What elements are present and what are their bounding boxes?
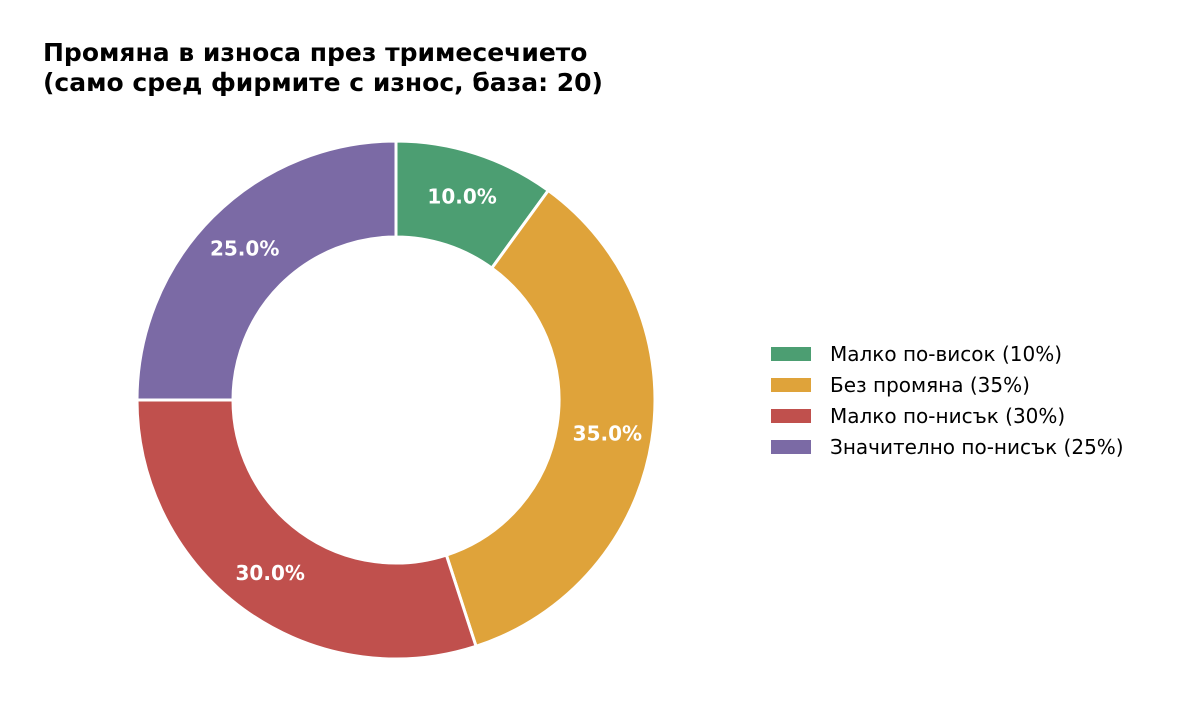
legend-swatch	[771, 439, 811, 454]
slice-value-label-3: 30.0%	[236, 561, 305, 585]
legend-item-1[interactable]: Малко по-висок (10%)	[771, 338, 1171, 369]
chart-legend: Малко по-висок (10%) Без промяна (35%) Мал…	[771, 338, 1171, 462]
slice-value-label-2: 35.0%	[573, 421, 642, 445]
chart-title-line-1: Промяна в износа през тримесечието	[43, 38, 588, 67]
donut-slice-3[interactable]	[135, 398, 478, 661]
legend-item-2[interactable]: Без промяна (35%)	[771, 369, 1171, 400]
donut-slice-4[interactable]	[135, 139, 398, 402]
legend-label: Малко по-нисък (30%)	[830, 403, 1066, 428]
legend-item-4[interactable]: Значително по-нисък (25%)	[771, 431, 1171, 462]
donut-slice-2[interactable]	[444, 188, 657, 648]
legend-label: Малко по-висок (10%)	[830, 341, 1063, 366]
legend-item-3[interactable]: Малко по-нисък (30%)	[771, 400, 1171, 431]
slice-value-label-1: 10.0%	[427, 184, 496, 208]
legend-swatch	[771, 377, 811, 392]
chart-title-line-2: (само сред фирмите с износ, база: 20)	[43, 68, 603, 97]
chart-title: Промяна в износа през тримесечието (само…	[43, 38, 603, 98]
donut-chart: 10.0% 35.0% 30.0% 25.0%	[135, 139, 657, 661]
legend-swatch	[771, 408, 811, 423]
legend-label: Без промяна (35%)	[830, 372, 1030, 397]
legend-label: Значително по-нисък (25%)	[830, 434, 1124, 459]
slice-value-label-4: 25.0%	[210, 237, 279, 261]
legend-swatch	[771, 346, 811, 361]
